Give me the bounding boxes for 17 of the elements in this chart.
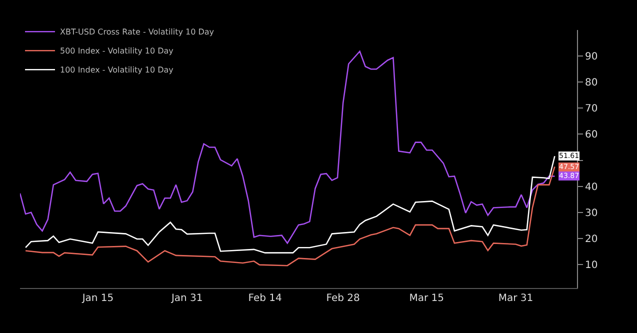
x-tick-label: Jan 31 (170, 293, 203, 304)
x-tick-label: Mar 31 (498, 293, 534, 304)
y-tick-label: 40 (585, 182, 598, 193)
y-tick-label: 80 (585, 78, 598, 89)
x-tick-label: Feb 28 (326, 293, 360, 304)
y-tick-label: 10 (585, 260, 598, 272)
legend-label: 100 Index - Volatility 10 Day (60, 66, 174, 75)
x-tick-label: Jan 15 (81, 293, 114, 304)
y-tick-label: 20 (585, 234, 598, 245)
y-tick-label: 70 (585, 104, 598, 115)
x-tick-label: Feb 14 (248, 293, 282, 304)
x-tick-label: Mar 15 (409, 293, 444, 304)
y-tick-label: 60 (585, 130, 598, 141)
legend-label: 500 Index - Volatility 10 Day (60, 46, 174, 56)
legend-label: XBT-USD Cross Rate - Volatility 10 Day (60, 28, 214, 37)
y-tick-label: 90 (585, 52, 598, 63)
y-tick-label: 30 (585, 208, 598, 219)
